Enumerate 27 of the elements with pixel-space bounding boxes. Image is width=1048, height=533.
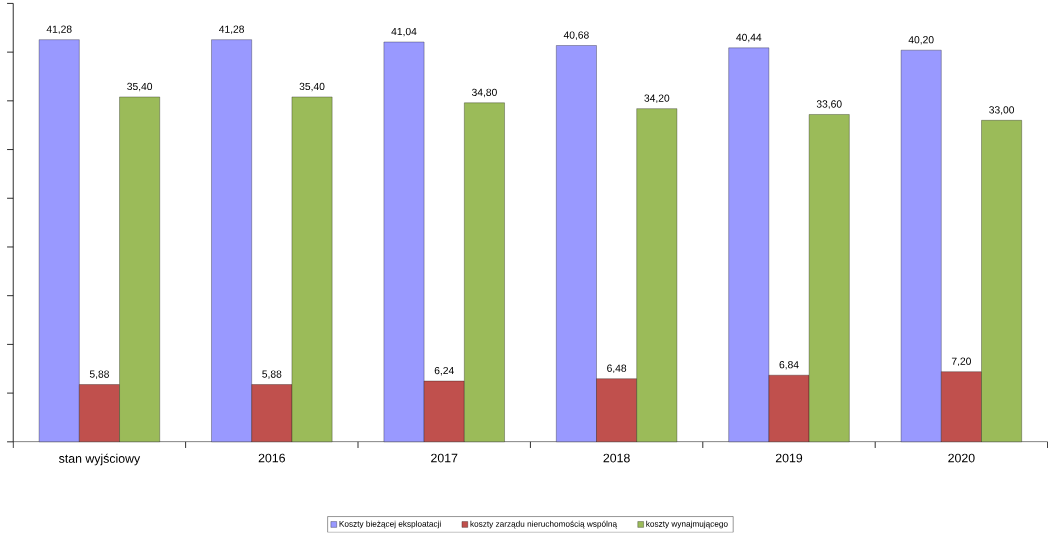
data-label: 35,40: [299, 83, 325, 92]
data-label: 33,00: [989, 106, 1015, 115]
data-label: 35,40: [127, 83, 153, 92]
data-label: 6,24: [434, 367, 454, 376]
data-label: 5,88: [262, 370, 282, 380]
x-tick-label: 2016: [258, 453, 285, 463]
data-label: 34,80: [471, 88, 497, 98]
data-label: 40,20: [908, 36, 934, 45]
data-label: 6,84: [779, 361, 799, 370]
data-label: 41,28: [218, 25, 245, 35]
data-label: 40,68: [563, 31, 589, 41]
x-tick-label: 2019: [775, 453, 803, 463]
x-tick-label: stan wyjściowy: [59, 453, 141, 466]
data-label: 6,48: [607, 364, 627, 374]
data-label: 40,44: [736, 33, 762, 43]
legend-label: koszty zarządu nieruchomością wspólną: [470, 520, 618, 529]
data-label: 5,88: [89, 370, 109, 380]
x-tick-label: 2017: [431, 453, 458, 463]
x-tick-label: 2018: [603, 453, 630, 463]
data-label: 41,28: [46, 25, 72, 35]
data-label: 7,20: [951, 357, 971, 367]
data-label: 41,04: [391, 28, 417, 37]
data-label: 33,60: [816, 100, 842, 110]
data-label: 34,20: [644, 94, 670, 104]
x-tick-label: 2020: [948, 453, 975, 463]
legend-label: Koszty bieżącej eksploatacji: [339, 520, 441, 529]
legend-label: koszty wynajmującego: [646, 520, 728, 529]
